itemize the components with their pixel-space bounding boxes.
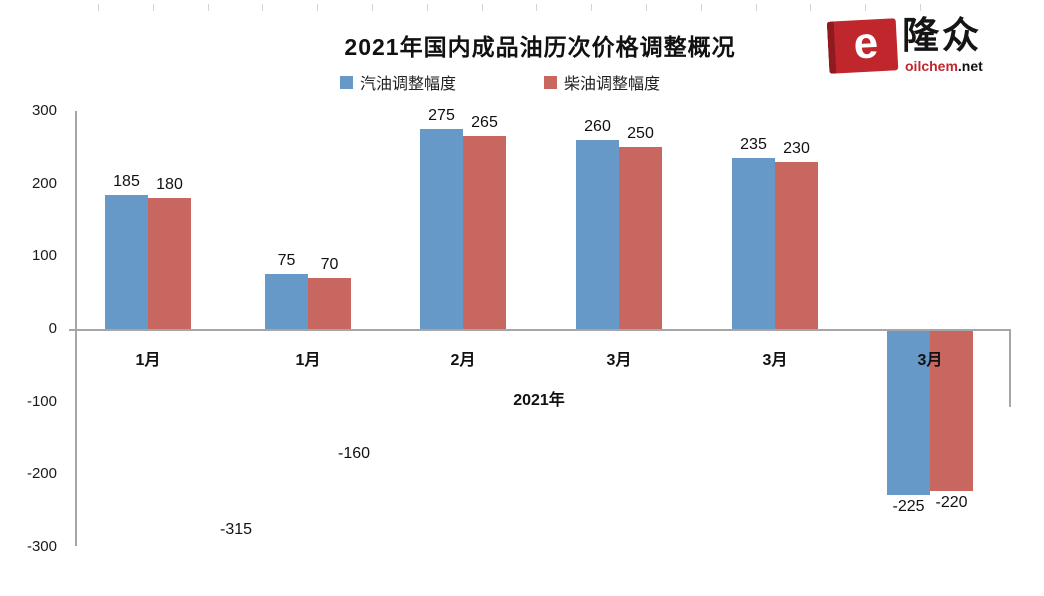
chart-title: 2021年国内成品油历次价格调整概况	[344, 34, 736, 60]
bar-value-label: 185	[113, 172, 140, 190]
x-category-label: 1月	[295, 352, 321, 369]
bar-value-label: 230	[783, 139, 810, 157]
bar-value-label: 265	[471, 114, 498, 132]
ruler-tick	[865, 4, 867, 11]
ruler-tick	[755, 4, 757, 11]
bar-value-label: 70	[320, 256, 339, 274]
ruler-tick	[98, 4, 99, 11]
ruler-tick	[700, 4, 702, 11]
bar-gasoline	[265, 274, 308, 329]
ruler-tick	[317, 4, 319, 11]
logo-cube-icon: e	[826, 18, 899, 74]
x-category-label: 3月	[606, 352, 632, 369]
x-category-label: 3月	[762, 352, 788, 369]
y-tick-label: 0	[48, 320, 57, 337]
bar-gasoline	[576, 139, 619, 329]
bar-diesel	[148, 198, 191, 329]
logo-e-glyph: e	[852, 18, 880, 69]
x-category-label: 2月	[450, 352, 476, 369]
ruler-tick	[426, 4, 428, 11]
legend-label-gasoline: 汽油调整幅度	[360, 76, 457, 93]
ruler-tick	[152, 4, 154, 11]
chart-legend: 汽油调整幅度 柴油调整幅度	[340, 70, 660, 94]
bar-value-label: 260	[584, 117, 611, 135]
right-border-segment	[1009, 329, 1011, 407]
ruler-tick	[262, 4, 264, 11]
ruler-tick	[591, 4, 593, 11]
bar-diesel	[775, 161, 818, 329]
legend-item-gasoline: 汽油调整幅度	[340, 70, 456, 94]
bar-value-label: -225	[892, 497, 925, 515]
oilchem-logo: e 隆众 oilchem.net	[826, 14, 1018, 76]
x-category-label: 3月	[917, 352, 943, 369]
bar-diesel	[619, 147, 662, 329]
logo-site-text: oilchem.net	[905, 58, 983, 74]
ruler-tick	[536, 4, 538, 11]
bar-gasoline	[105, 194, 148, 329]
y-tick-label: -300	[26, 538, 57, 556]
y-tick-label: -200	[26, 465, 57, 483]
bar-value-label: -220	[935, 493, 968, 511]
bar-diesel	[308, 278, 351, 329]
bar-gasoline	[420, 129, 463, 329]
x-axis-title: 2021年	[513, 392, 565, 409]
stray-value-label: -315	[219, 521, 253, 538]
y-tick-label: 200	[31, 174, 57, 192]
stray-value-label: -160	[337, 445, 371, 462]
legend-item-diesel: 柴油调整幅度	[544, 70, 660, 94]
bar-value-label: 250	[627, 125, 654, 143]
legend-swatch-gasoline-icon	[340, 75, 353, 89]
bar-value-label: 75	[277, 252, 296, 270]
bar-gasoline	[732, 158, 775, 329]
bar-diesel	[463, 136, 506, 329]
ruler-tick	[646, 4, 647, 11]
bar-gasoline	[887, 331, 930, 495]
ruler-tick	[372, 4, 373, 11]
y-tick-label: 300	[31, 101, 57, 119]
legend-swatch-diesel-icon	[544, 75, 558, 89]
bar-diesel	[930, 331, 973, 491]
ruler-tick	[207, 4, 209, 11]
x-category-label: 1月	[135, 352, 161, 369]
ruler-tick	[920, 4, 921, 11]
logo-site-primary: oilchem	[905, 58, 958, 74]
logo-brand-text: 隆众	[902, 15, 982, 56]
ruler-tick	[481, 4, 483, 11]
ruler-tick	[810, 4, 812, 11]
bar-value-label: 235	[740, 136, 767, 154]
y-axis-line	[75, 111, 77, 546]
bar-value-label: 275	[428, 107, 455, 125]
y-tick-label: -100	[26, 392, 57, 410]
y-tick-label: 100	[31, 247, 57, 265]
x-axis-line	[69, 329, 1009, 331]
legend-label-diesel: 柴油调整幅度	[564, 76, 661, 93]
logo-site-suffix: .net	[957, 58, 983, 74]
bar-value-label: 180	[156, 176, 183, 194]
